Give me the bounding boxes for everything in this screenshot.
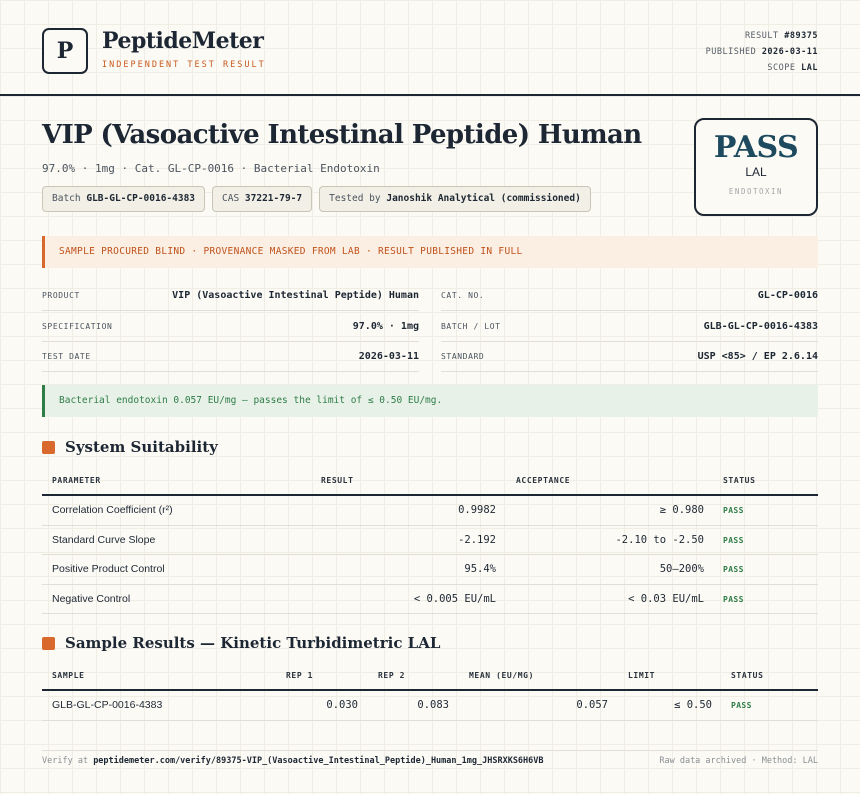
column-header: SAMPLE [52,671,85,680]
info-specification: SPECIFICATION 97.0% · 1mg [42,312,419,342]
info-batch-lot: BATCH / LOT GLB-GL-CP-0016-4383 [441,312,818,342]
batch-chip: Batch GLB-GL-CP-0016-4383 [42,186,206,212]
report-meta: RESULT #89375 PUBLISHED 2026-03-11 SCOPE… [706,28,818,76]
suitability-table: PARAMETER RESULT ACCEPTANCE STATUS Corre… [42,466,818,614]
table-row: Standard Curve Slope -2.192 -2.10 to -2.… [42,526,818,555]
status-badge: PASS [723,506,744,515]
info-label: BATCH / LOT [441,322,501,331]
result-cell: -2.192 [458,533,496,546]
info-value: USP <85> / EP 2.6.14 [697,351,818,362]
tested-by-chip: Tested by Janoshik Analytical (commissio… [319,186,591,212]
scope-value: LAL [801,63,818,73]
verify-prefix: Verify at [42,756,89,766]
rep1-cell: 0.030 [326,699,358,711]
footer-note: Raw data archived · Method: LAL [659,756,818,766]
column-header: STATUS [723,476,756,485]
result-number: #89375 [784,31,818,41]
stamp-category: ENDOTOXIN [728,187,784,196]
report-footer: Verify at peptidemeter.com/verify/89375-… [42,750,818,774]
page-title: VIP (Vasoactive Intestinal Peptide) Huma… [42,120,642,150]
table-row: Positive Product Control 95.4% 50–200% P… [42,555,818,585]
mean-cell: 0.057 [576,699,608,711]
section-marker-icon [42,440,55,454]
scope-label: SCOPE [767,63,796,73]
info-label: TEST DATE [42,352,91,361]
result-cell: 95.4% [464,563,496,575]
table-row: Negative Control < 0.005 EU/mL < 0.03 EU… [42,585,818,614]
table-row: Correlation Coefficient (r²) 0.9982 ≥ 0.… [42,496,818,526]
info-standard: STANDARD USP <85> / EP 2.6.14 [441,342,818,372]
column-header: LIMIT [628,671,656,680]
stamp-method: LAL [745,165,767,179]
logo: P [42,28,88,74]
parameter-cell: Correlation Coefficient (r²) [52,504,173,516]
parameter-cell: Negative Control [52,592,131,605]
brand-subtitle: INDEPENDENT TEST RESULT [102,60,266,70]
batch-chip-value: GLB-GL-CP-0016-4383 [86,193,196,204]
column-header: REP 2 [378,671,406,680]
result-cell: < 0.005 EU/mL [413,592,496,605]
info-label: STANDARD [441,352,485,361]
column-header: PARAMETER [52,476,101,485]
report-header: P PeptideMeter INDEPENDENT TEST RESULT R… [0,0,860,96]
result-summary: Bacterial endotoxin 0.057 EU/mg — passes… [42,385,818,417]
table-header: SAMPLE REP 1 REP 2 MEAN (EU/MG) LIMIT ST… [42,661,818,691]
column-header: STATUS [731,671,764,680]
cas-chip: CAS 37221-79-7 [212,186,313,212]
column-header: MEAN (EU/MG) [469,671,534,680]
info-value: 2026-03-11 [358,351,419,362]
table-header: PARAMETER RESULT ACCEPTANCE STATUS [42,466,818,496]
samples-title: Sample Results — Kinetic Turbidimetric L… [65,634,441,652]
sample-cell: GLB-GL-CP-0016-4383 [52,699,163,711]
parameter-cell: Standard Curve Slope [52,533,156,546]
info-value: GLB-GL-CP-0016-4383 [703,321,818,332]
section-marker-icon [42,636,55,650]
info-test-date: TEST DATE 2026-03-11 [42,342,419,372]
samples-table: SAMPLE REP 1 REP 2 MEAN (EU/MG) LIMIT ST… [42,661,818,721]
info-value: VIP (Vasoactive Intestinal Peptide) Huma… [172,290,419,301]
parameter-cell: Positive Product Control [52,563,165,575]
info-chips: Batch GLB-GL-CP-0016-4383 CAS 37221-79-7… [42,186,591,212]
tested-by-label: Tested by [329,193,381,204]
limit-cell: ≤ 0.50 [674,699,712,711]
status-badge: PASS [723,594,744,604]
info-label: PRODUCT [42,291,80,300]
stamp-verdict: PASS [713,130,799,165]
info-cat-no: CAT. NO. GL-CP-0016 [441,281,818,311]
cas-chip-value: 37221-79-7 [244,193,303,204]
published-date: 2026-03-11 [761,47,818,57]
page-subtitle: 97.0% · 1mg · Cat. GL-CP-0016 · Bacteria… [42,162,380,175]
acceptance-cell: < 0.03 EU/mL [628,592,704,605]
info-value: 97.0% · 1mg [352,321,419,332]
acceptance-cell: ≥ 0.980 [659,504,704,516]
status-badge: PASS [723,535,744,545]
samples-heading: Sample Results — Kinetic Turbidimetric L… [42,634,440,652]
logo-letter: P [56,38,74,64]
info-value: GL-CP-0016 [757,290,818,301]
acceptance-cell: 50–200% [659,563,704,575]
status-badge: PASS [723,565,744,574]
column-header: RESULT [321,476,354,485]
batch-chip-label: Batch [52,193,81,204]
tested-by-value: Janoshik Analytical (commissioned) [386,193,581,204]
pass-stamp: PASS LAL ENDOTOXIN [694,118,818,216]
rep2-cell: 0.083 [417,699,449,711]
column-header: REP 1 [286,671,314,680]
result-cell: 0.9982 [458,504,496,516]
info-label: SPECIFICATION [42,322,113,331]
verify-link[interactable]: peptidemeter.com/verify/89375-VIP_(Vasoa… [93,756,544,766]
table-row: GLB-GL-CP-0016-4383 0.030 0.083 0.057 ≤ … [42,691,818,721]
brand-name: PeptideMeter [102,28,264,54]
suitability-heading: System Suitability [42,438,218,456]
acceptance-cell: -2.10 to -2.50 [615,533,704,546]
info-label: CAT. NO. [441,291,485,300]
status-badge: PASS [731,701,752,710]
column-header: ACCEPTANCE [516,476,571,485]
cas-chip-label: CAS [222,193,240,204]
result-label: RESULT [744,31,779,41]
suitability-title: System Suitability [65,438,218,456]
procurement-notice: SAMPLE PROCURED BLIND · PROVENANCE MASKE… [42,236,818,268]
info-product: PRODUCT VIP (Vasoactive Intestinal Pepti… [42,281,419,311]
published-label: PUBLISHED [705,47,757,57]
